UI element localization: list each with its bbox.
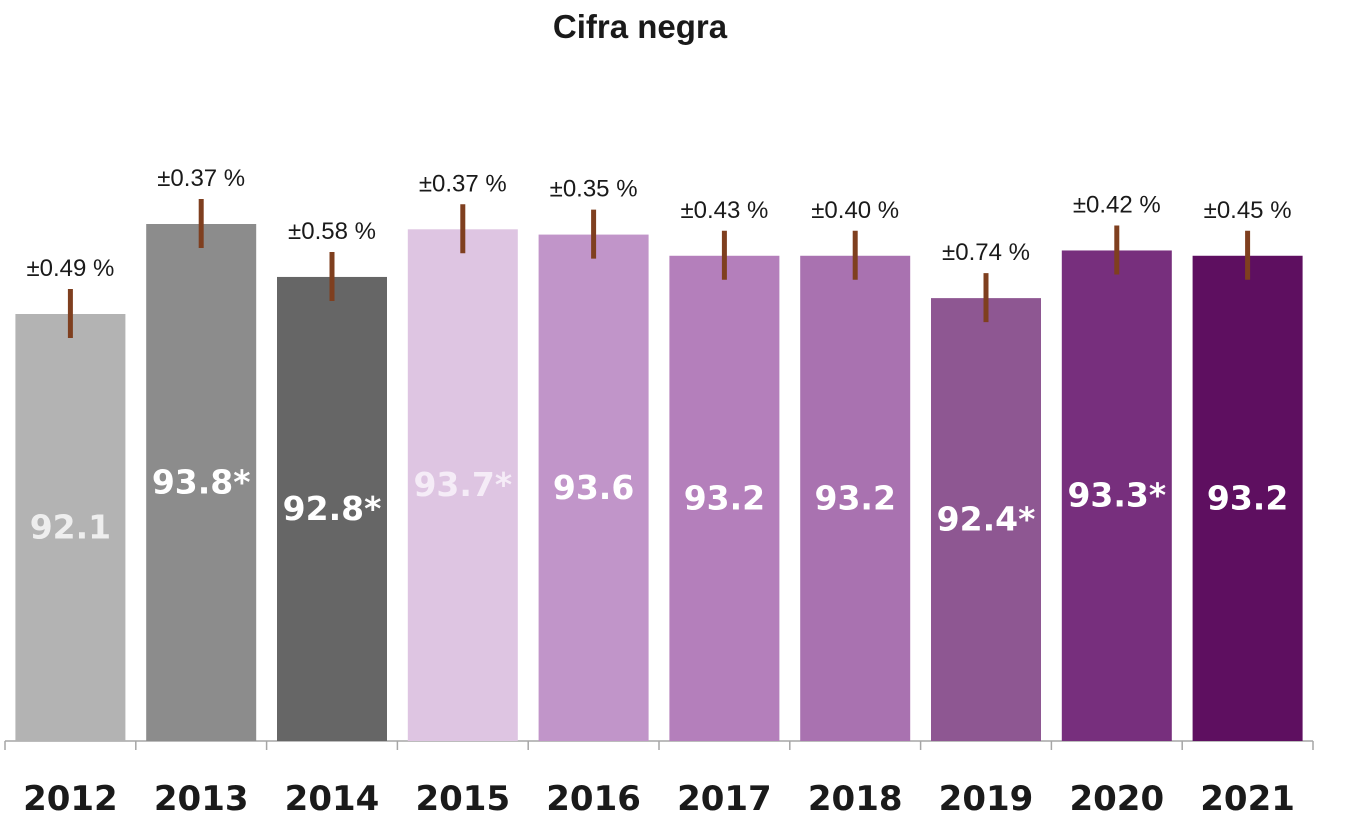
x-tick-label: 2014 [285, 779, 380, 819]
bar-value-label: 93.2 [814, 478, 895, 517]
bar-2020 [1061, 250, 1172, 741]
bar-2018 [800, 255, 911, 741]
bar-value-label: 93.3* [1067, 476, 1166, 515]
bar-2021 [1192, 255, 1303, 741]
error-label: ±0.74 % [942, 239, 1030, 266]
bar-2016 [538, 234, 649, 741]
x-tick-label: 2019 [939, 779, 1034, 819]
bar-value-label: 92.8* [283, 489, 382, 528]
error-label: ±0.49 % [26, 255, 114, 282]
error-label: ±0.42 % [1073, 191, 1161, 218]
error-label: ±0.45 % [1204, 197, 1292, 224]
x-tick-label: 2018 [808, 779, 903, 819]
error-label: ±0.37 % [157, 165, 245, 192]
error-label: ±0.40 % [811, 197, 899, 224]
bar-value-label: 92.4* [937, 500, 1036, 539]
bar-value-label: 92.1 [30, 508, 111, 547]
x-tick-label: 2017 [677, 779, 772, 819]
error-label: ±0.58 % [288, 218, 376, 245]
x-tick-label: 2015 [415, 779, 510, 819]
bar-value-label: 93.2 [1207, 478, 1288, 517]
bar-2014 [277, 276, 387, 741]
x-tick-label: 2021 [1200, 779, 1295, 819]
bar-2017 [669, 255, 780, 741]
chart-title: Cifra negra [552, 8, 728, 45]
bar-2019 [931, 298, 1041, 741]
bar-2012 [15, 314, 126, 741]
x-tick-label: 2020 [1069, 779, 1164, 819]
x-tick-label: 2016 [546, 779, 641, 819]
error-label: ±0.43 % [680, 197, 768, 224]
bar-value-label: 93.8* [152, 463, 251, 502]
error-label: ±0.35 % [550, 176, 638, 203]
bar-2015 [407, 229, 518, 741]
bar-2013 [146, 224, 257, 741]
x-tick-label: 2013 [154, 779, 249, 819]
x-tick-label: 2012 [23, 779, 118, 819]
bar-value-label: 93.7* [413, 465, 512, 504]
error-label: ±0.37 % [419, 170, 507, 197]
bar-value-label: 93.2 [684, 478, 765, 517]
bar-value-label: 93.6 [553, 468, 634, 507]
